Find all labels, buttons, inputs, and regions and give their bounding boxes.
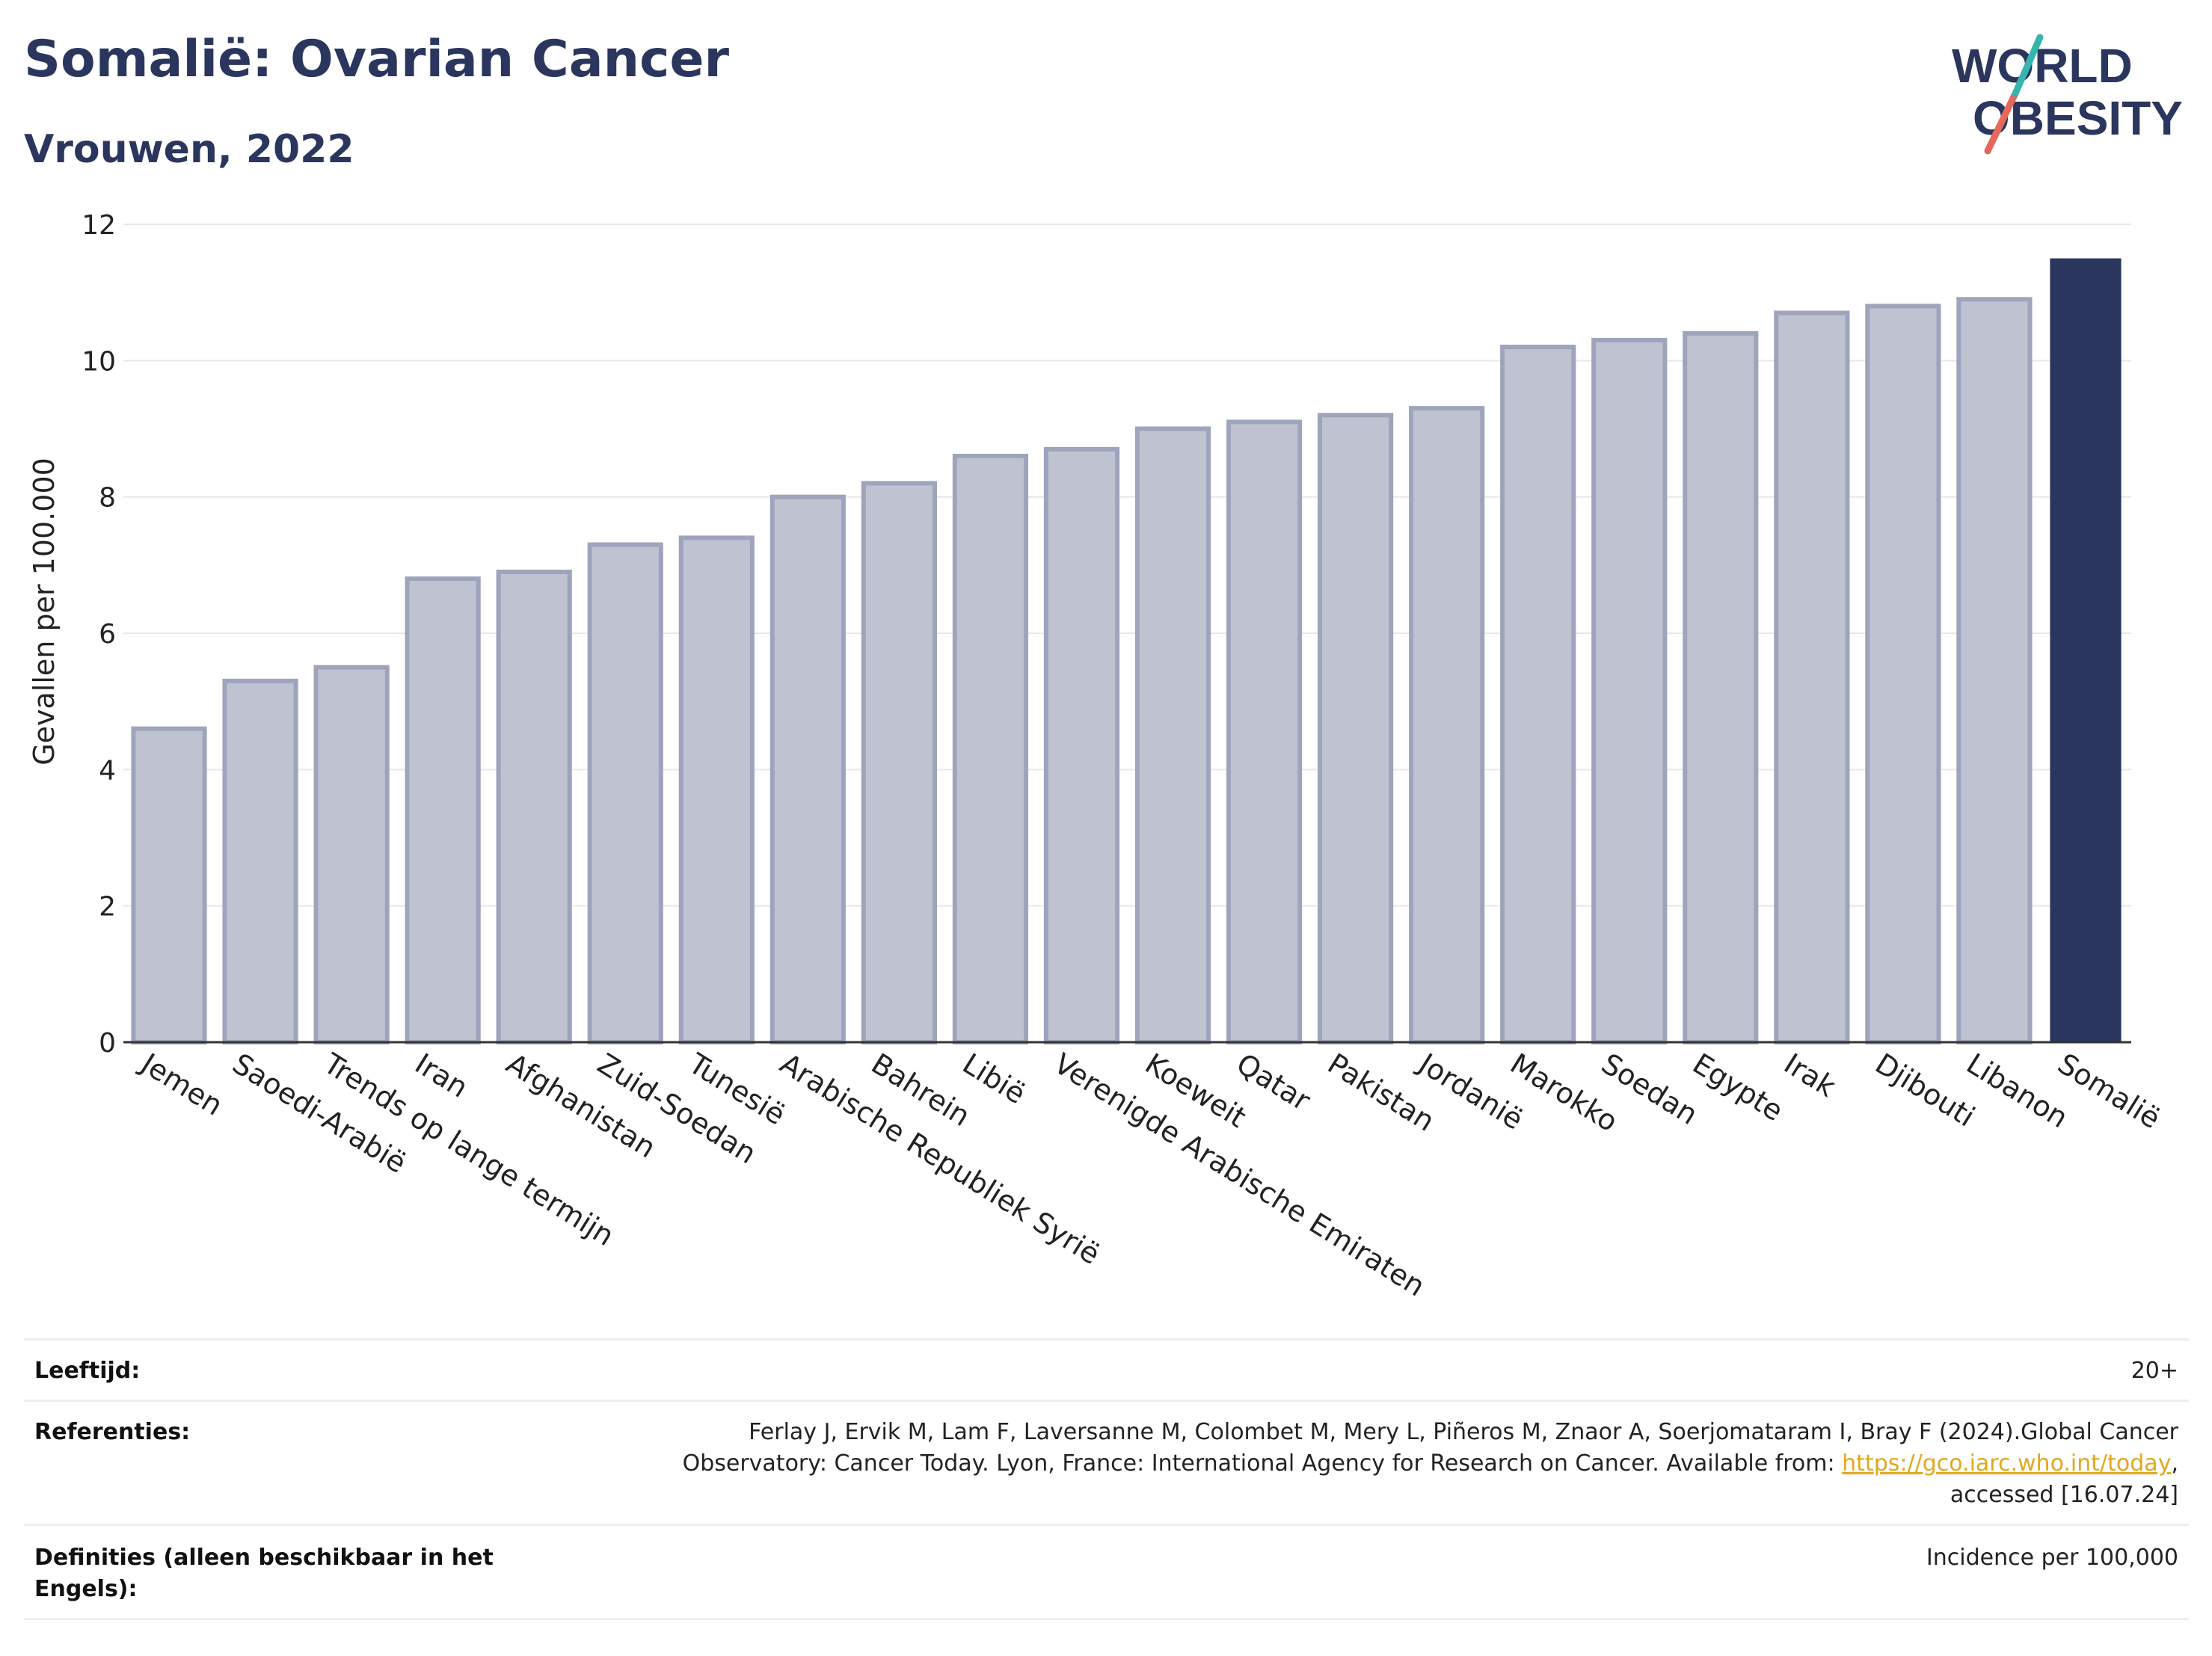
- definitions-label: Definities (alleen beschikbaar in het En…: [34, 1545, 494, 1602]
- y-tick-label: 8: [99, 483, 116, 514]
- y-tick-label: 2: [99, 892, 116, 923]
- bar-5[interactable]: [496, 569, 572, 1044]
- age-label: Leeftijd:: [34, 1358, 141, 1384]
- y-tick-label: 12: [82, 210, 116, 241]
- logo-line1: WORLD: [1952, 39, 2133, 93]
- bars: [131, 258, 2122, 1045]
- bar-14[interactable]: [1318, 413, 1394, 1044]
- x-tick-label: Somalië: [2052, 1047, 2166, 1135]
- bar-1[interactable]: [131, 726, 207, 1045]
- y-tick-label: 10: [82, 346, 116, 377]
- references-link[interactable]: https://gco.iarc.who.int/today: [1842, 1450, 2172, 1477]
- x-tick-label: Egypte: [1687, 1047, 1789, 1127]
- bar-22[interactable]: [2050, 258, 2122, 1042]
- bar-18[interactable]: [1683, 330, 1759, 1045]
- bar-2[interactable]: [222, 678, 298, 1044]
- bar-10[interactable]: [952, 453, 1029, 1044]
- references-label: Referenties:: [34, 1419, 191, 1445]
- bar-7[interactable]: [678, 535, 755, 1044]
- definitions-value: Incidence per 100,000: [1926, 1545, 2178, 1571]
- bar-8[interactable]: [769, 494, 846, 1044]
- bar-12[interactable]: [1134, 426, 1211, 1044]
- bar-13[interactable]: [1226, 419, 1303, 1044]
- y-tick-label: 0: [99, 1028, 116, 1059]
- x-tick-label: Libanon: [1961, 1047, 2074, 1134]
- x-tick-label: Iran: [409, 1047, 473, 1104]
- y-axis-label: Gevallen per 100.000: [28, 458, 61, 766]
- x-tick-label: Jemen: [135, 1046, 229, 1121]
- logo-line2: OBESITY: [1973, 91, 2183, 145]
- references-line1: Ferlay J, Ervik M, Lam F, Laversanne M, …: [749, 1419, 2178, 1445]
- bar-4[interactable]: [405, 576, 481, 1044]
- age-value: 20+: [2130, 1358, 2178, 1384]
- x-tick-label: Djibouti: [1870, 1047, 1980, 1133]
- x-tick-label: Irak: [1778, 1047, 1841, 1104]
- bar-21[interactable]: [1956, 297, 2033, 1044]
- bar-17[interactable]: [1591, 337, 1668, 1044]
- bar-6[interactable]: [587, 542, 663, 1044]
- references-line2: Observatory: Cancer Today. Lyon, France:…: [682, 1450, 2178, 1477]
- bar-9[interactable]: [861, 481, 937, 1044]
- bar-16[interactable]: [1500, 345, 1576, 1045]
- world-obesity-logo: WORLD OBESITY: [1952, 34, 2183, 155]
- y-tick-label: 4: [99, 755, 116, 786]
- x-tick-label: Arabische Republiek Syrië: [775, 1047, 1106, 1271]
- y-tick-label: 6: [99, 619, 116, 650]
- page-title: Somalië: Ovarian Cancer: [24, 30, 730, 89]
- bar-20[interactable]: [1865, 304, 1941, 1044]
- meta-row-definitions: Definities (alleen beschikbaar in het En…: [24, 1524, 2189, 1620]
- meta-row-age: Leeftijd: 20+: [24, 1338, 2189, 1402]
- meta-bottom-border: [24, 1618, 2189, 1620]
- bar-3[interactable]: [313, 665, 390, 1044]
- bar-11[interactable]: [1043, 446, 1120, 1044]
- page-subtitle: Vrouwen, 2022: [24, 127, 354, 172]
- meta-row-references: Referenties: Ferlay J, Ervik M, Lam F, L…: [24, 1400, 2189, 1526]
- references-value: Ferlay J, Ervik M, Lam F, Laversanne M, …: [533, 1417, 2178, 1511]
- bar-15[interactable]: [1409, 406, 1485, 1044]
- bar-19[interactable]: [1774, 310, 1850, 1044]
- references-line3: accessed [16.07.24]: [1950, 1482, 2178, 1508]
